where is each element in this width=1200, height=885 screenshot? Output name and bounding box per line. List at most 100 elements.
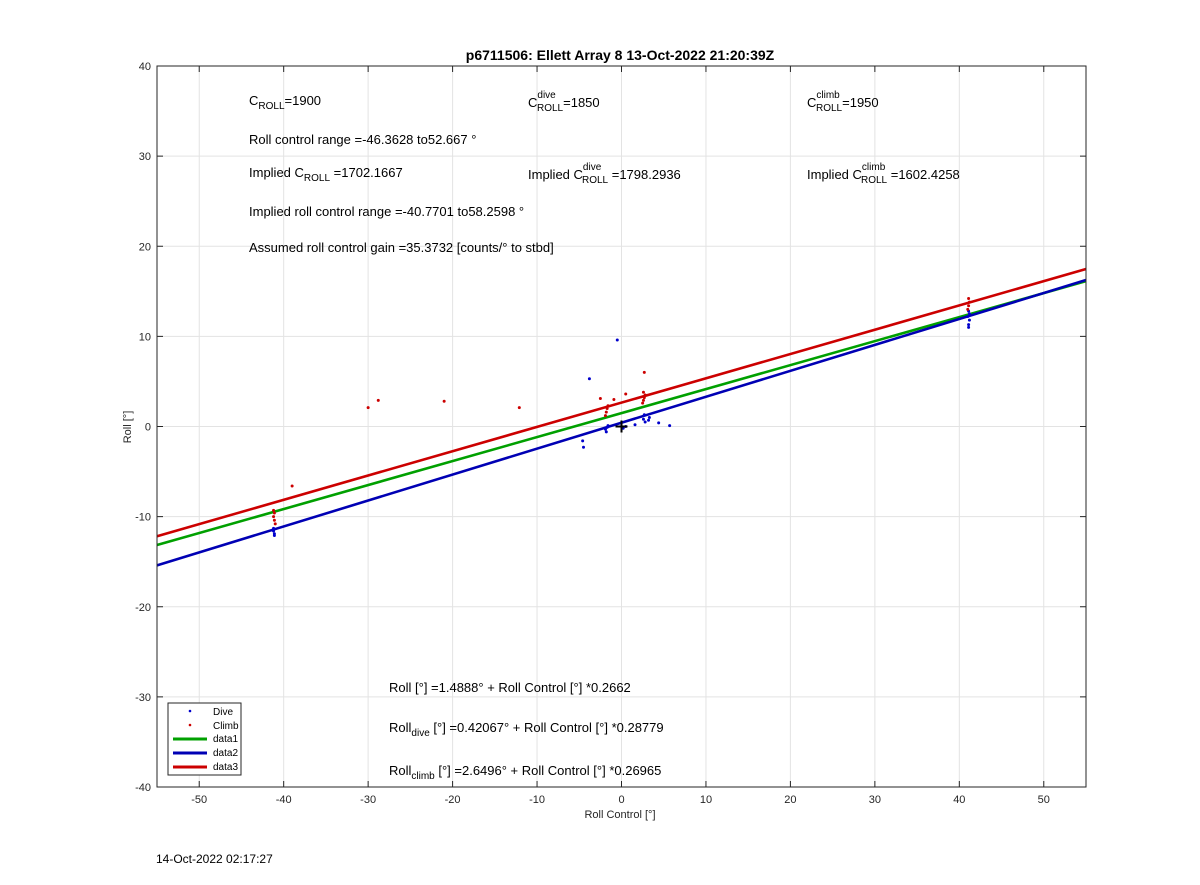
- dive-point: [647, 418, 651, 422]
- climb-point: [642, 370, 646, 374]
- dive-point: [581, 445, 585, 449]
- climb-point: [290, 484, 294, 488]
- climb-point: [272, 511, 276, 515]
- y-tick-label: -40: [135, 782, 151, 794]
- c-roll-climb-annotation: Cclimb ROLL=1950: [807, 90, 879, 114]
- fit-dive-equation: Rolldive [°] =0.42067° + Roll Control [°…: [389, 720, 664, 739]
- fit-climb-equation: Rollclimb [°] =2.6496° + Roll Control [°…: [389, 763, 661, 782]
- climb-point: [641, 390, 645, 394]
- fit-all-equation: Roll [°] =1.4888° + Roll Control [°] *0.…: [389, 680, 631, 695]
- dive-point: [606, 424, 610, 428]
- x-tick-label: 30: [869, 794, 881, 806]
- y-tick-label: 30: [139, 151, 151, 163]
- y-tick-label: 0: [145, 422, 151, 434]
- dive-point: [604, 430, 608, 434]
- climb-point: [603, 414, 607, 418]
- climb-point: [967, 304, 971, 308]
- legend-dive-label: Dive: [213, 707, 233, 718]
- chart-title: p6711506: Ellett Array 8 13-Oct-2022 21:…: [466, 47, 775, 63]
- print-timestamp: 14-Oct-2022 02:17:27: [156, 852, 273, 866]
- y-tick-label: 40: [139, 61, 151, 73]
- y-tick-label: -20: [135, 602, 151, 614]
- dive-point: [967, 325, 971, 329]
- origin-marker: [615, 420, 628, 433]
- annotations: CROLL=1900 Cdive ROLL=1850 Cclimb ROLL=195…: [249, 90, 960, 782]
- implied-c-roll-climb: Implied Cclimb ROLL =1602.4258: [807, 162, 960, 186]
- c-roll-dive-annotation: Cdive ROLL=1850: [528, 90, 600, 114]
- climb-point: [517, 406, 521, 410]
- climb-point: [642, 396, 646, 400]
- dive-point: [668, 424, 672, 428]
- implied-c-roll-dive: Implied Cdive ROLL =1798.2936: [528, 162, 681, 186]
- y-tick-label: 20: [139, 241, 151, 253]
- data-points: [271, 297, 971, 538]
- climb-point: [366, 406, 370, 410]
- x-axis-ticks: -50 -40 -30 -20 -10 0 10 20 30 40 50: [191, 66, 1050, 806]
- climb-point: [598, 397, 602, 401]
- x-tick-label: 20: [784, 794, 796, 806]
- x-tick-label: 0: [618, 794, 624, 806]
- y-tick-label: 10: [139, 331, 151, 343]
- climb-point: [605, 406, 609, 410]
- x-tick-label: -20: [445, 794, 461, 806]
- x-tick-label: -10: [529, 794, 545, 806]
- legend-climb-label: Climb: [213, 721, 239, 732]
- dive-point: [615, 338, 619, 342]
- x-tick-label: -40: [276, 794, 292, 806]
- dive-point: [967, 323, 971, 327]
- climb-point: [624, 392, 628, 396]
- x-axis-label: Roll Control [°]: [584, 809, 655, 821]
- dive-point: [641, 417, 645, 421]
- x-tick-label: -30: [360, 794, 376, 806]
- assumed-roll-gain: Assumed roll control gain =35.3732 [coun…: [249, 240, 554, 255]
- climb-point: [641, 401, 645, 405]
- c-roll-annotation: CROLL=1900: [249, 93, 321, 112]
- plot-frame: [156, 65, 1087, 788]
- climb-point: [967, 297, 971, 301]
- dive-point: [657, 421, 661, 425]
- x-tick-label: 10: [700, 794, 712, 806]
- y-tick-label: -10: [135, 512, 151, 524]
- climb-point: [643, 393, 647, 397]
- y-axis-label: Roll [°]: [122, 411, 134, 444]
- dive-point: [272, 534, 276, 538]
- dive-point: [647, 415, 651, 419]
- dive-point: [642, 413, 646, 417]
- dive-point: [967, 318, 971, 322]
- climb-point: [273, 522, 277, 526]
- legend-data3-label: data3: [213, 762, 238, 773]
- legend-dive-marker: [188, 709, 192, 713]
- dive-point: [271, 528, 275, 532]
- x-tick-label: 40: [953, 794, 965, 806]
- climb-point: [272, 518, 276, 522]
- climb-point: [272, 515, 276, 519]
- legend: Dive Climb data1 data2 data3: [167, 702, 242, 776]
- dive-point: [967, 312, 971, 316]
- climb-point: [376, 398, 380, 402]
- legend-data1-label: data1: [213, 734, 238, 745]
- fit-line-data1: [156, 279, 1087, 547]
- roll-control-range: Roll control range =-46.3628 to52.667 °: [249, 132, 476, 147]
- dive-point: [966, 315, 970, 319]
- climb-point: [442, 399, 446, 403]
- implied-c-roll: Implied CROLL =1702.1667: [249, 165, 403, 184]
- implied-roll-range: Implied roll control range =-40.7701 to5…: [249, 204, 524, 219]
- dive-point: [643, 420, 647, 424]
- legend-climb-marker: [188, 723, 192, 727]
- dive-point: [581, 439, 585, 443]
- climb-point: [641, 398, 645, 402]
- dive-point: [587, 377, 591, 381]
- x-tick-label: 50: [1038, 794, 1050, 806]
- climb-point: [272, 508, 276, 512]
- y-tick-label: -30: [135, 692, 151, 704]
- legend-data2-label: data2: [213, 748, 238, 759]
- x-tick-label: -50: [191, 794, 207, 806]
- climb-point: [612, 397, 616, 401]
- climb-point: [604, 410, 608, 414]
- climb-point: [966, 307, 970, 311]
- climb-point: [967, 300, 971, 304]
- climb-point: [606, 404, 610, 408]
- dive-point: [633, 423, 637, 427]
- fit-line-data3: [156, 267, 1087, 538]
